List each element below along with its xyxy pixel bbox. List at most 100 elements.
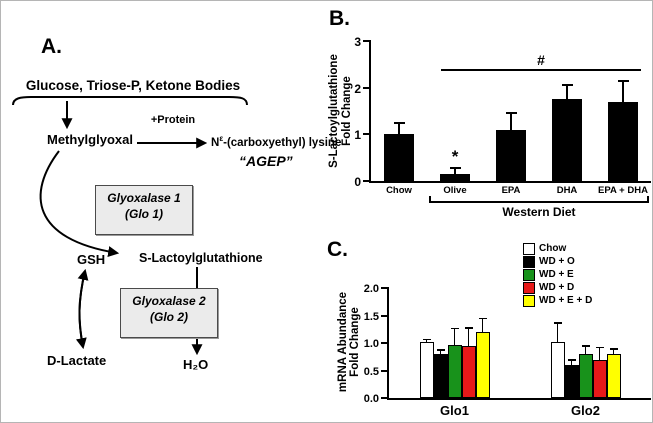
group-label: Western Diet: [502, 205, 576, 219]
y-tick-label: 3: [354, 35, 361, 49]
y-tick-label: 2: [354, 81, 361, 96]
error-bar-stem: [584, 345, 587, 354]
bar-EPA + DHA: [608, 101, 638, 181]
cel-prefix: N: [211, 136, 220, 149]
error-bar-stem: [598, 347, 601, 360]
y-tick-label: 0.5: [363, 365, 379, 378]
arrow-methylglyoxal-to-glo1: [39, 150, 120, 258]
legend-swatch: [523, 294, 535, 307]
legend-item: WD + E: [523, 268, 592, 281]
error-bar-cap: [505, 112, 517, 115]
glo2-line1: Glyoxalase 2: [132, 294, 206, 308]
panel-b-label: B.: [329, 7, 350, 30]
arrow-dlactate-to-gsh: [77, 268, 89, 348]
error-bar-stem: [570, 359, 573, 365]
error-bar-cap: [595, 346, 604, 349]
x-tick-label: Glo1: [440, 403, 469, 418]
bar-Glo2-WD + O: [564, 365, 579, 398]
bar-DHA: [552, 99, 582, 181]
legend-item: WD + E + D: [523, 294, 592, 307]
error-bar-cap: [478, 317, 487, 320]
error-bar-cap: [436, 349, 445, 351]
bar-EPA: [496, 129, 526, 181]
panel-c-label: C.: [327, 238, 348, 261]
legend-label: WD + E + D: [539, 295, 593, 306]
error-bar-stem: [510, 113, 512, 130]
d-lactate-node: D-Lactate: [47, 353, 107, 368]
error-bar-stem: [454, 168, 456, 174]
y-tick-label: 1.5: [363, 310, 379, 323]
panel-c-plot-area: 0.0 0.5 1.0 1.5 2.0 Glo1 Glo2: [364, 283, 651, 418]
x-tick-label: EPA: [501, 185, 521, 196]
error-bar-stem: [453, 328, 456, 345]
error-bar-stem: [467, 327, 470, 346]
y-tick: [363, 86, 371, 89]
y-axis-title-line: Fold Change: [341, 76, 353, 146]
y-tick-label: 1: [354, 128, 361, 143]
x-tick-label: Chow: [386, 185, 412, 196]
y-tick: [381, 342, 389, 344]
error-bar-stem: [481, 318, 484, 332]
y-tick: [363, 133, 371, 136]
legend-swatch: [523, 268, 535, 281]
glo1-line1: Glyoxalase 1: [107, 191, 181, 205]
error-bar-cap: [581, 345, 590, 347]
glo2-box: Glyoxalase 2 (Glo 2): [120, 288, 218, 338]
agep-node: “AGEP”: [239, 153, 293, 169]
legend-label: WD + O: [539, 256, 575, 267]
bar-Chow: [384, 134, 414, 181]
y-tick: [381, 369, 389, 372]
bar-Glo1-WD + E + D: [475, 332, 490, 398]
legend-item: Chow: [523, 242, 592, 255]
legend-item: WD + D: [523, 281, 592, 294]
bar-Glo2-WD + E + D: [606, 354, 621, 398]
panel-a-label: A.: [41, 35, 62, 58]
bar-Glo1-WD + D: [461, 345, 476, 398]
significance-hash: #: [537, 52, 545, 69]
y-tick: [363, 180, 371, 182]
panel-b-plot-area: 0 1 2 3 Chow Olive EPA DHA EPA + DHA * # Western Di…: [354, 35, 651, 219]
error-bar-cap: [450, 327, 459, 330]
glo2-line2: (Glo 2): [150, 310, 188, 325]
error-bar-cap: [561, 84, 573, 87]
y-axis-title-line: mRNA Abundance: [337, 291, 349, 393]
error-bar-cap: [393, 121, 405, 124]
significance-line: [441, 68, 641, 72]
legend-label: Chow: [539, 243, 567, 254]
y-tick-label: 1.0: [363, 338, 379, 350]
bar-Olive: [440, 174, 470, 181]
gsh-node: GSH: [77, 252, 106, 267]
x-tick-label: DHA: [556, 185, 578, 196]
legend-label: WD + E: [539, 269, 574, 280]
x-tick-label: Glo2: [571, 403, 600, 418]
glo1-box: Glyoxalase 1 (Glo 1): [95, 185, 193, 235]
x-tick-label: Olive: [443, 185, 467, 196]
legend-swatch: [523, 281, 535, 294]
y-tick-label: 0.0: [363, 393, 379, 405]
legend-item: WD + O: [523, 255, 592, 268]
error-bar-cap: [609, 348, 618, 350]
glo1-line2: (Glo 1): [125, 207, 163, 222]
legend-label: WD + D: [539, 282, 575, 293]
h2o-node: H₂O: [183, 357, 209, 372]
bar-Glo1-WD + E: [447, 344, 462, 398]
group-bracket-tick: [429, 196, 431, 203]
bar-Glo2-WD + D: [592, 359, 607, 398]
legend-swatch: [523, 242, 535, 255]
error-bar-stem: [425, 339, 428, 342]
y-tick: [381, 287, 389, 289]
substrates-bracket: [12, 96, 248, 106]
group-bracket-tick: [647, 196, 649, 203]
error-bar-stem: [398, 122, 400, 135]
x-tick-label: EPA + DHA: [598, 185, 648, 196]
error-bar-cap: [422, 338, 431, 341]
protein-label: +Protein: [150, 114, 196, 126]
error-bar-cap: [567, 359, 576, 361]
group-bracket-line: [429, 201, 649, 203]
bar-Glo1-WD + O: [433, 354, 448, 398]
error-bar-stem: [556, 322, 559, 342]
cel-superscript: ε: [219, 134, 224, 143]
significance-star: *: [451, 147, 459, 167]
y-axis-title-line: S-Lactoylglutathione: [328, 54, 340, 168]
